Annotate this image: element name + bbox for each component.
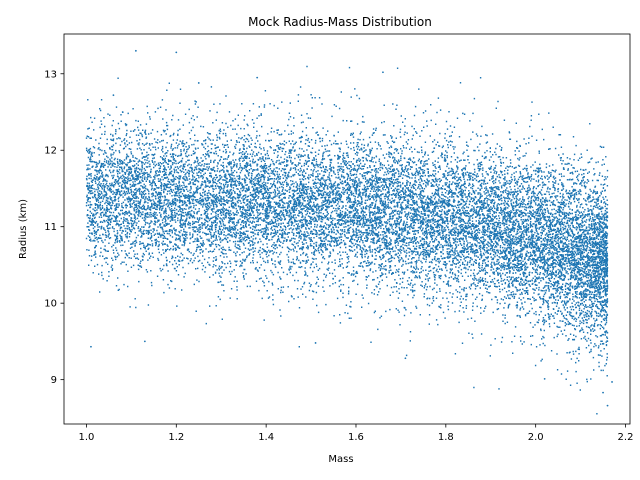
x-tick-label: 2.0 (528, 432, 544, 443)
x-tick-label: 1.4 (258, 432, 274, 443)
scatter-point-outlier-7 (543, 377, 546, 380)
scatter-point-outlier-3 (90, 345, 92, 348)
x-tick-label: 1.8 (438, 432, 454, 443)
y-tick-label: 10 (44, 299, 57, 310)
scatter-point-outlier-10 (611, 381, 613, 383)
scatter-point-cloud (85, 65, 609, 415)
y-axis-ticks: 9 10 11 12 13 (44, 69, 64, 386)
y-tick-label: 12 (44, 146, 57, 157)
scatter-point-outlier-13 (112, 94, 115, 97)
scatter-point-outlier-11 (256, 76, 259, 79)
y-tick-label: 13 (44, 69, 57, 80)
scatter-point-outlier-9 (602, 391, 604, 394)
x-tick-label: 1.0 (79, 432, 95, 443)
scatter-point-outlier-4 (143, 340, 146, 343)
scatter-point-outlier-12 (197, 82, 200, 84)
x-tick-label: 1.2 (168, 432, 184, 443)
x-axis-ticks: 1.0 1.2 1.4 1.6 1.8 2.0 2.2 (79, 424, 634, 443)
y-axis-label: Radius (km) (18, 199, 29, 259)
plot-frame (63, 33, 631, 425)
x-tick-label: 1.6 (348, 432, 364, 443)
scatter-point-outlier-2 (382, 71, 384, 74)
data-points (85, 49, 613, 415)
y-tick-label: 9 (51, 375, 57, 386)
scatter-point-outlier-0 (134, 49, 137, 52)
x-tick-label: 2.2 (618, 432, 634, 443)
scatter-point-outlier-8 (606, 404, 609, 407)
x-axis-label: Mass (328, 454, 353, 465)
scatter-point-outlier-5 (314, 342, 317, 344)
y-tick-label: 11 (44, 222, 57, 233)
scatter-point-outlier-1 (175, 51, 178, 54)
scatter-point-outlier-6 (404, 357, 407, 360)
chart-title: Mock Radius-Mass Distribution (248, 15, 432, 29)
